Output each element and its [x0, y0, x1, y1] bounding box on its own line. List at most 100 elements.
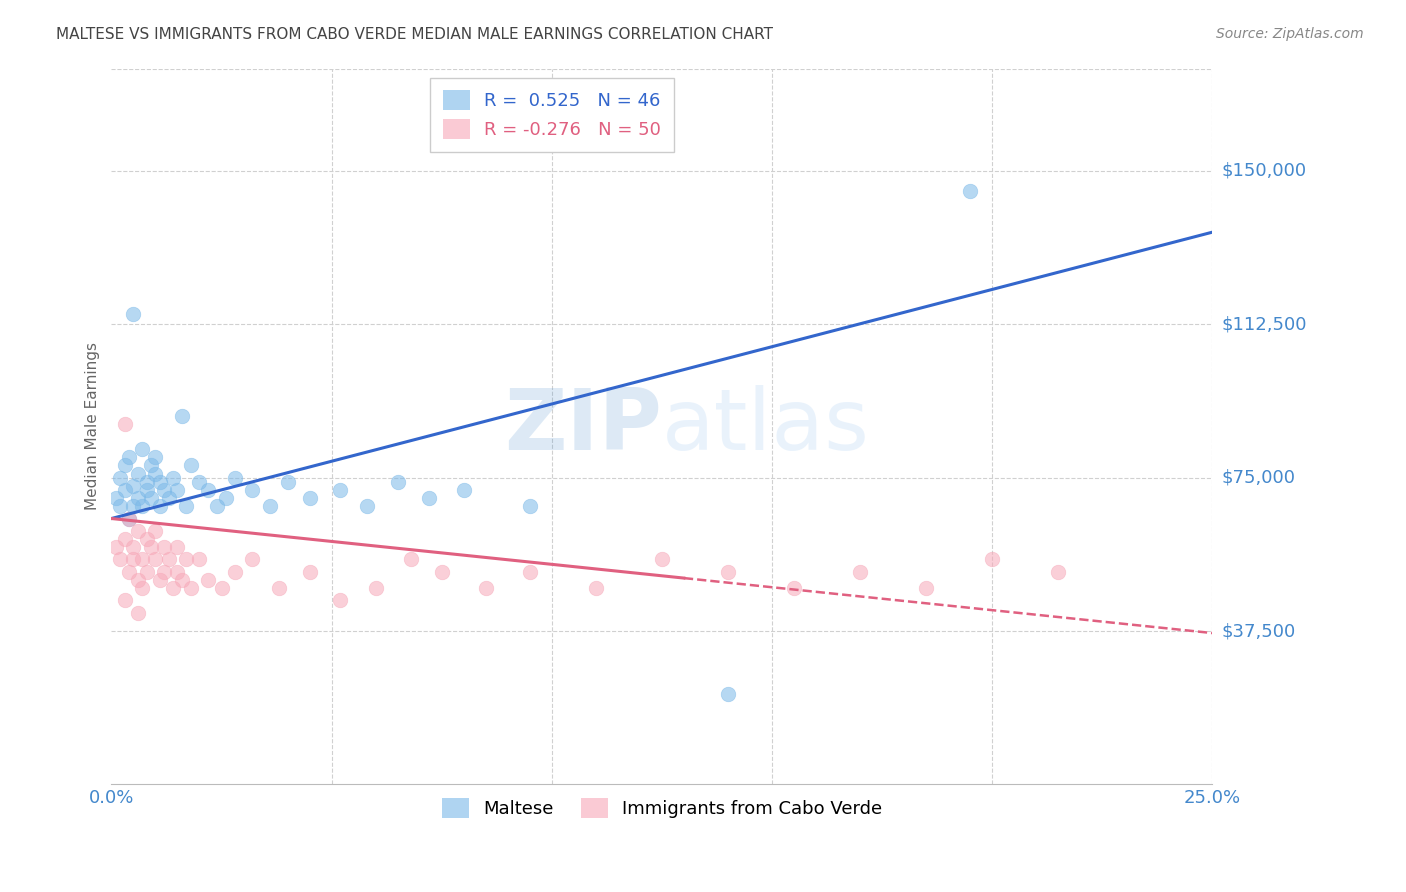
- Point: [170, 409, 193, 424]
- Point: [474, 581, 496, 595]
- Point: [145, 450, 167, 465]
- Point: [224, 565, 246, 579]
- Point: [224, 470, 246, 484]
- Point: [298, 565, 321, 579]
- Y-axis label: Median Male Earnings: Median Male Earnings: [86, 343, 100, 510]
- Point: [162, 470, 184, 484]
- Point: [135, 475, 157, 489]
- Point: [122, 479, 145, 493]
- Point: [114, 483, 136, 497]
- Point: [149, 500, 172, 514]
- Text: $112,500: $112,500: [1222, 315, 1306, 334]
- Point: [387, 475, 409, 489]
- Point: [114, 458, 136, 473]
- Point: [418, 491, 440, 505]
- Point: [959, 184, 981, 198]
- Point: [139, 491, 162, 505]
- Point: [131, 581, 153, 595]
- Point: [267, 581, 290, 595]
- Point: [1047, 565, 1070, 579]
- Point: [110, 470, 132, 484]
- Point: [364, 581, 387, 595]
- Point: [149, 475, 172, 489]
- Point: [122, 307, 145, 321]
- Point: [153, 540, 176, 554]
- Point: [298, 491, 321, 505]
- Point: [205, 500, 228, 514]
- Point: [110, 500, 132, 514]
- Point: [519, 565, 541, 579]
- Point: [139, 458, 162, 473]
- Text: $37,500: $37,500: [1222, 622, 1295, 640]
- Point: [399, 552, 422, 566]
- Text: Source: ZipAtlas.com: Source: ZipAtlas.com: [1216, 27, 1364, 41]
- Point: [153, 565, 176, 579]
- Point: [114, 417, 136, 432]
- Point: [149, 573, 172, 587]
- Point: [277, 475, 299, 489]
- Point: [174, 552, 197, 566]
- Point: [166, 540, 188, 554]
- Point: [114, 593, 136, 607]
- Point: [329, 483, 352, 497]
- Point: [166, 483, 188, 497]
- Text: MALTESE VS IMMIGRANTS FROM CABO VERDE MEDIAN MALE EARNINGS CORRELATION CHART: MALTESE VS IMMIGRANTS FROM CABO VERDE ME…: [56, 27, 773, 42]
- Point: [783, 581, 806, 595]
- Point: [211, 581, 233, 595]
- Point: [849, 565, 872, 579]
- Point: [104, 540, 127, 554]
- Point: [162, 581, 184, 595]
- Point: [180, 458, 202, 473]
- Point: [153, 483, 176, 497]
- Point: [131, 442, 153, 456]
- Point: [145, 524, 167, 538]
- Point: [157, 552, 180, 566]
- Point: [259, 500, 281, 514]
- Point: [240, 552, 263, 566]
- Point: [114, 532, 136, 546]
- Point: [131, 552, 153, 566]
- Point: [717, 565, 740, 579]
- Text: atlas: atlas: [662, 385, 870, 468]
- Point: [180, 581, 202, 595]
- Point: [430, 565, 453, 579]
- Point: [127, 524, 149, 538]
- Point: [135, 483, 157, 497]
- Point: [135, 532, 157, 546]
- Point: [215, 491, 238, 505]
- Point: [157, 491, 180, 505]
- Point: [122, 540, 145, 554]
- Legend: Maltese, Immigrants from Cabo Verde: Maltese, Immigrants from Cabo Verde: [434, 791, 890, 825]
- Point: [981, 552, 1004, 566]
- Point: [188, 475, 211, 489]
- Point: [453, 483, 475, 497]
- Point: [118, 511, 141, 525]
- Point: [197, 483, 219, 497]
- Point: [122, 500, 145, 514]
- Point: [585, 581, 607, 595]
- Point: [356, 500, 378, 514]
- Point: [127, 606, 149, 620]
- Point: [127, 491, 149, 505]
- Point: [717, 688, 740, 702]
- Point: [139, 540, 162, 554]
- Point: [145, 552, 167, 566]
- Point: [915, 581, 938, 595]
- Point: [118, 511, 141, 525]
- Point: [122, 552, 145, 566]
- Point: [174, 500, 197, 514]
- Point: [145, 467, 167, 481]
- Point: [170, 573, 193, 587]
- Point: [127, 467, 149, 481]
- Text: $75,000: $75,000: [1222, 468, 1295, 487]
- Text: ZIP: ZIP: [505, 385, 662, 468]
- Point: [118, 450, 141, 465]
- Point: [135, 565, 157, 579]
- Point: [519, 500, 541, 514]
- Point: [240, 483, 263, 497]
- Text: $150,000: $150,000: [1222, 161, 1306, 180]
- Point: [131, 500, 153, 514]
- Point: [104, 491, 127, 505]
- Point: [118, 565, 141, 579]
- Point: [651, 552, 673, 566]
